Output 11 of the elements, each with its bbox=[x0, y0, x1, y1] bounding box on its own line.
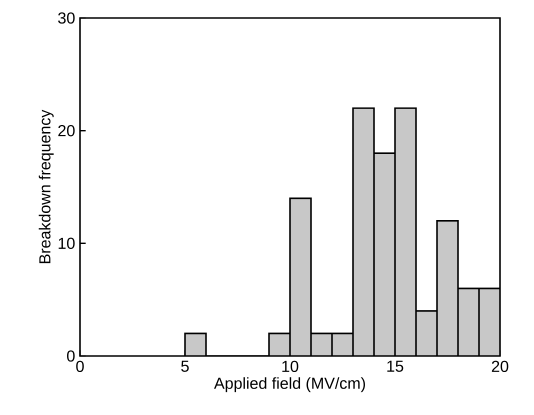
y-tick-label: 0 bbox=[67, 350, 75, 362]
x-tick-label: 15 bbox=[387, 360, 404, 372]
x-axis-title: Applied field (MV/cm) bbox=[214, 377, 365, 392]
y-tick-label: 10 bbox=[58, 238, 75, 249]
y-tick-label: 30 bbox=[58, 12, 75, 24]
y-axis-title: Breakdown frequency bbox=[38, 110, 54, 264]
x-tick-label: 20 bbox=[492, 360, 508, 372]
x-tick-label: 0 bbox=[76, 360, 84, 372]
x-tick-label: 10 bbox=[282, 360, 298, 372]
x-tick-label: 5 bbox=[181, 360, 189, 372]
y-tick-label: 20 bbox=[58, 125, 75, 136]
